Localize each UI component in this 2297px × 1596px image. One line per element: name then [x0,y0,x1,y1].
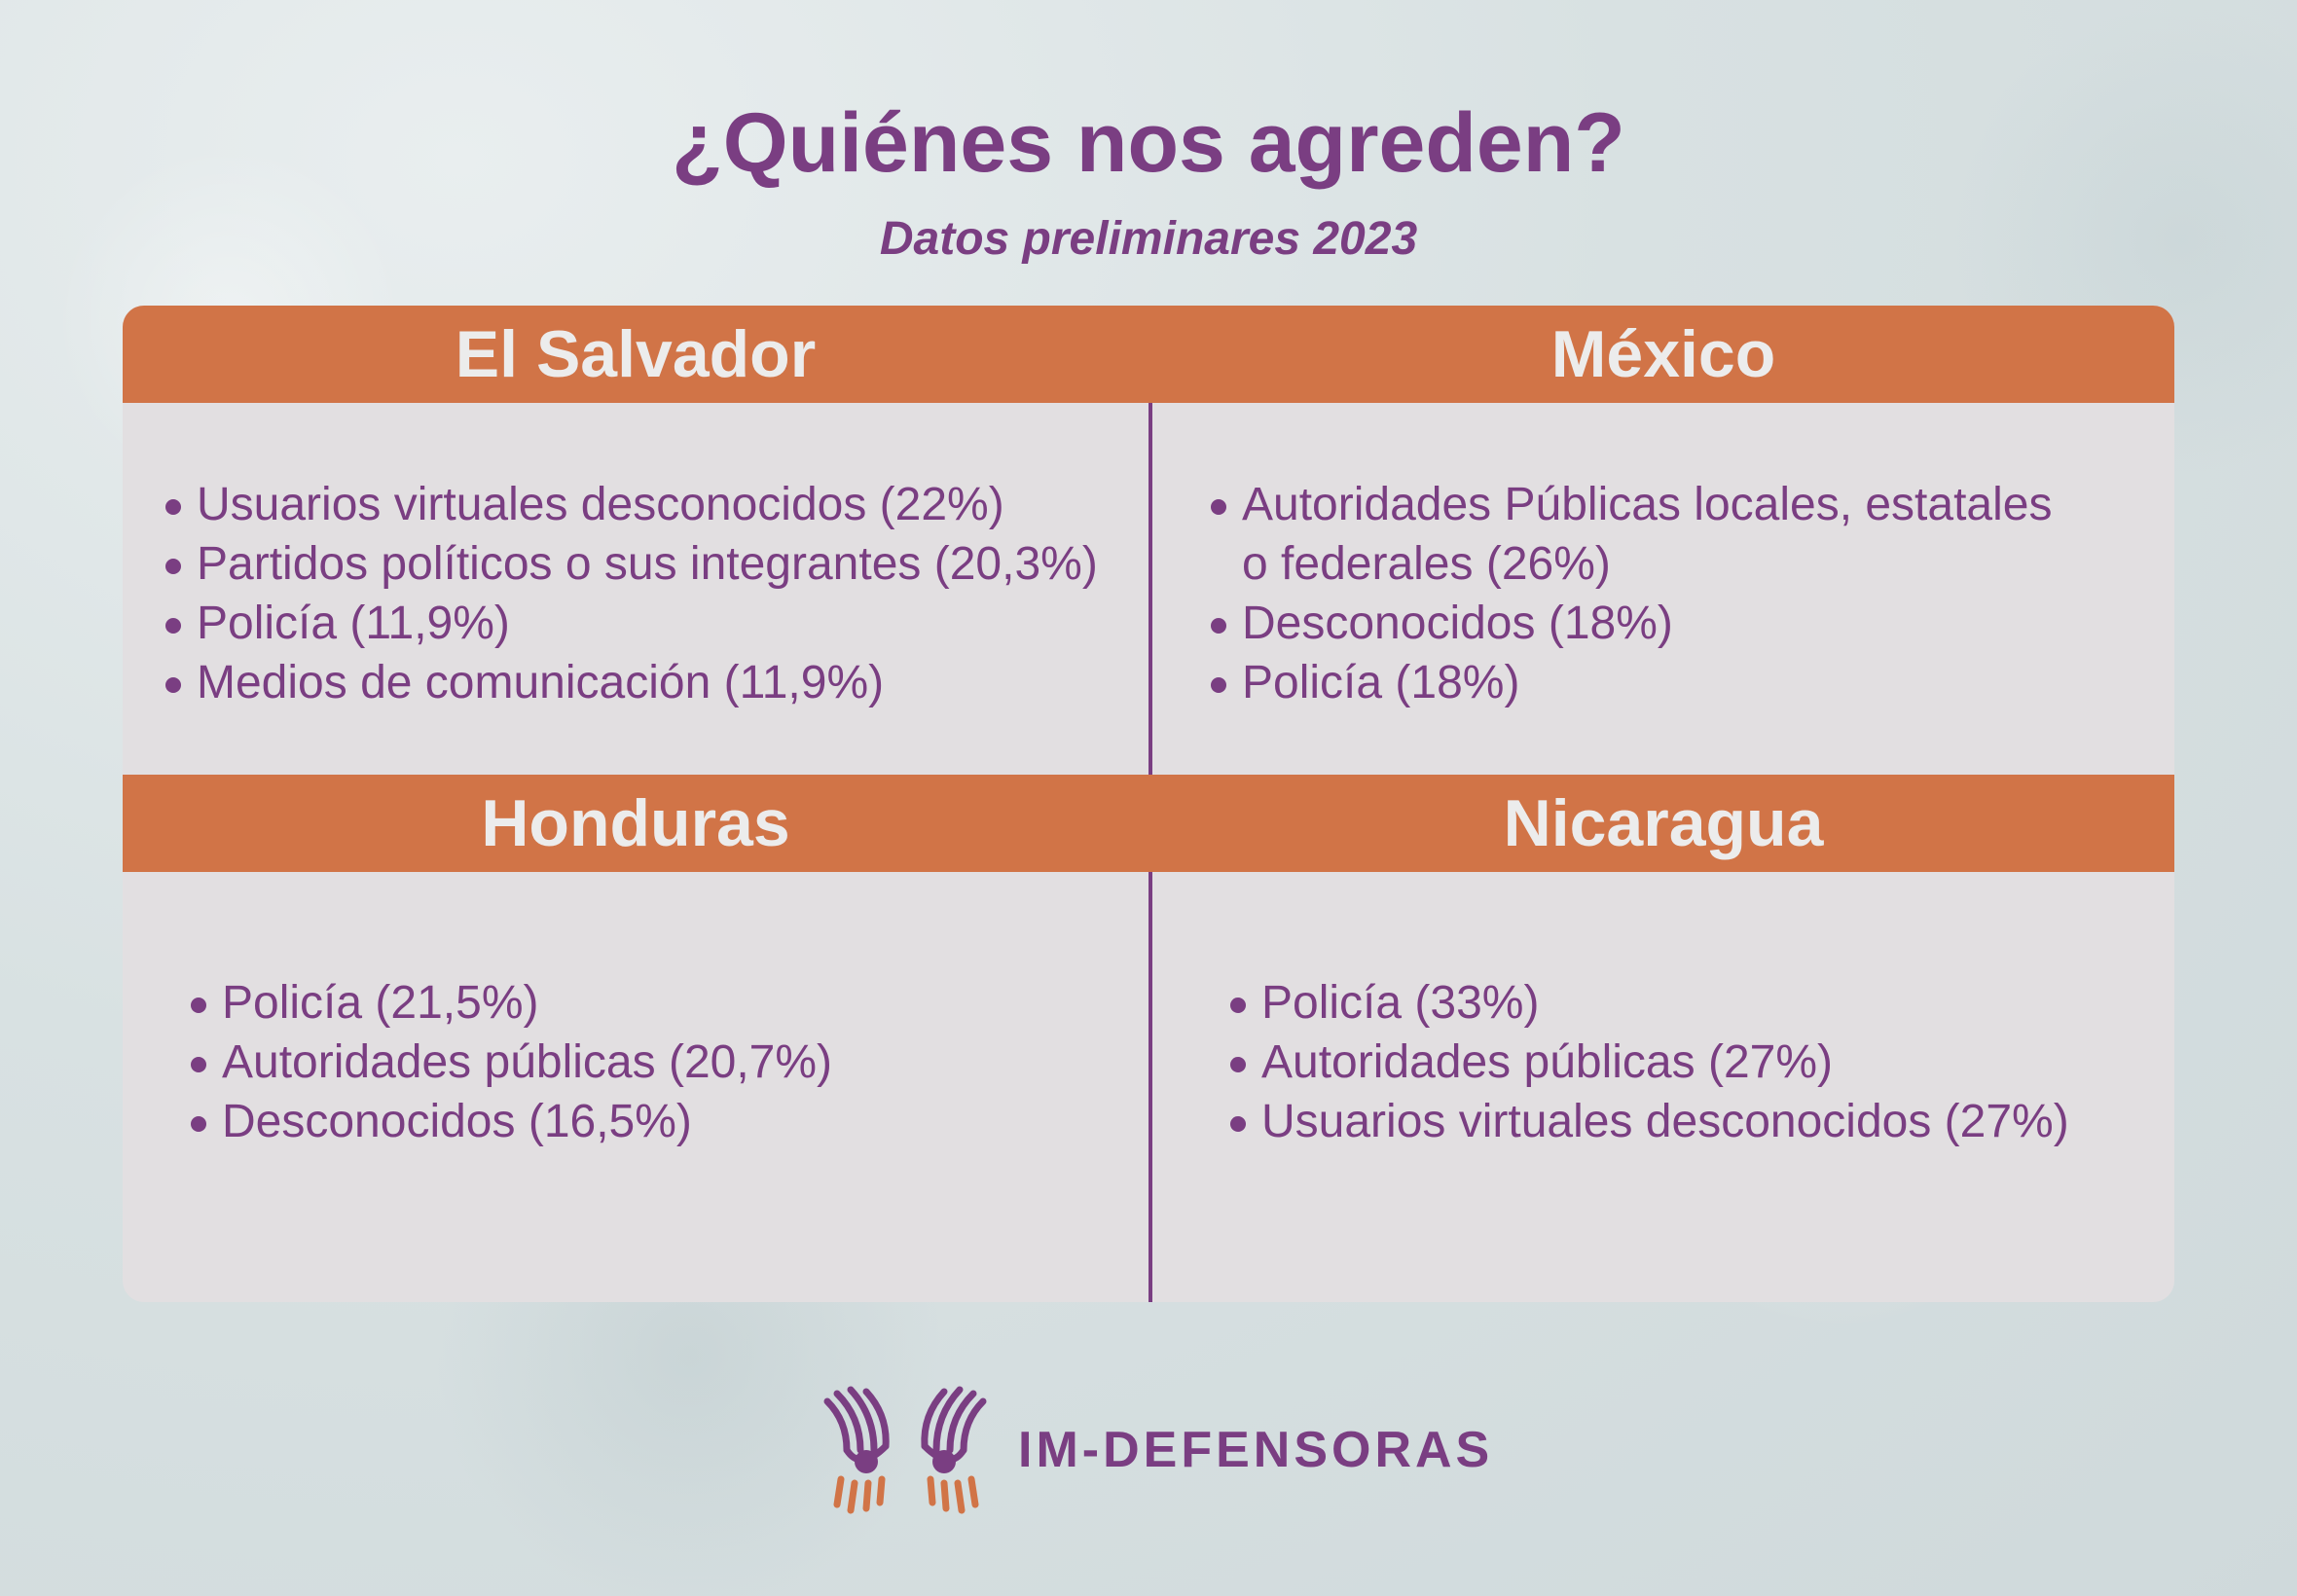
hands-logo-icon [823,1386,987,1514]
country-name: Nicaragua [1503,786,1824,860]
country-name: El Salvador [455,317,817,391]
country-card-el-salvador: El Salvador Usuarios virtuales desconoci… [123,306,1148,775]
country-card-honduras: Honduras Policía (21,5%) Autoridades púb… [123,775,1148,1302]
list-item: Usuarios virtuales desconocidos (27%) [1226,1092,2069,1151]
list-item: Policía (18%) [1207,653,2083,712]
list-item: Policía (33%) [1226,973,2069,1033]
list-item: Policía (11,9%) [162,594,1098,653]
list-item: Desconocidos (16,5%) [187,1092,832,1151]
page-subtitle: Datos preliminares 2023 [879,213,1418,265]
aggressor-list: Autoridades Públicas locales, estatales … [1207,475,2083,712]
list-item: Autoridades Públicas locales, estatales … [1207,475,2083,594]
divider-top [1148,403,1152,775]
country-name: Honduras [481,786,790,860]
country-card-nicaragua: Nicaragua Policía (33%) Autoridades públ… [1152,775,2174,1302]
list-item: Autoridades públicas (27%) [1226,1033,2069,1092]
aggressor-list: Policía (33%) Autoridades públicas (27%)… [1226,973,2069,1151]
country-grid-panel: El Salvador Usuarios virtuales desconoci… [123,306,2174,1302]
page-title: ¿Quiénes nos agreden? [672,96,1625,190]
divider-bottom [1148,872,1152,1302]
im-defensoras-logo: IM-DEFENSORAS [818,1382,1493,1518]
list-item: Policía (21,5%) [187,973,832,1033]
country-card-mexico: México Autoridades Públicas locales, est… [1152,306,2174,775]
list-item: Usuarios virtuales desconocidos (22%) [162,475,1098,534]
list-item: Medios de comunicación (11,9%) [162,653,1098,712]
list-item: Desconocidos (18%) [1207,594,2083,653]
aggressor-list: Policía (21,5%) Autoridades públicas (20… [187,973,832,1151]
logo-text: IM-DEFENSORAS [1018,1422,1494,1478]
header-band-top [123,306,2174,403]
country-name: México [1550,317,1776,391]
aggressor-list: Usuarios virtuales desconocidos (22%) Pa… [162,475,1098,712]
list-item: Partidos políticos o sus integrantes (20… [162,534,1098,594]
header-band-middle [123,775,2174,872]
list-item: Autoridades públicas (20,7%) [187,1033,832,1092]
